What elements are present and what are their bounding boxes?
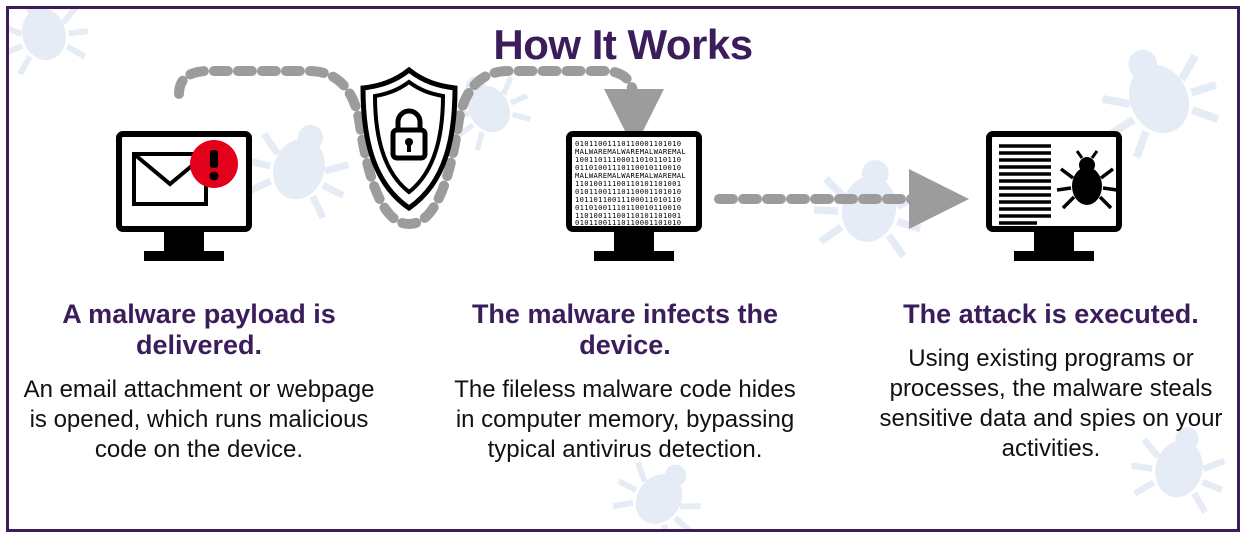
stage-1-heading: A malware payload is delivered. [19, 299, 379, 361]
infographic-frame: How It Works [6, 6, 1240, 532]
stage-3-body: Using existing programs or processes, th… [871, 344, 1231, 464]
svg-text:01011001110110001101010: 01011001110110001101010 [575, 218, 681, 227]
stage-2-body: The fileless malware code hides in compu… [445, 375, 805, 465]
monitor-binary-icon: 01011001110110001101010 MALWAREMALWAREMA… [559, 124, 709, 279]
stage-1: A malware payload is delivered. An email… [19, 299, 379, 465]
stage-2-heading: The malware infects the device. [445, 299, 805, 361]
stage-1-body: An email attachment or webpage is opened… [19, 375, 379, 465]
monitor-email-alert-icon [109, 124, 259, 279]
stage-2: The malware infects the device. The file… [445, 299, 805, 465]
shield-lock-icon [349, 64, 469, 219]
monitor-document-bug-icon [979, 124, 1129, 279]
stage-3-heading: The attack is executed. [871, 299, 1231, 330]
stage-3: The attack is executed. Using existing p… [871, 299, 1231, 464]
